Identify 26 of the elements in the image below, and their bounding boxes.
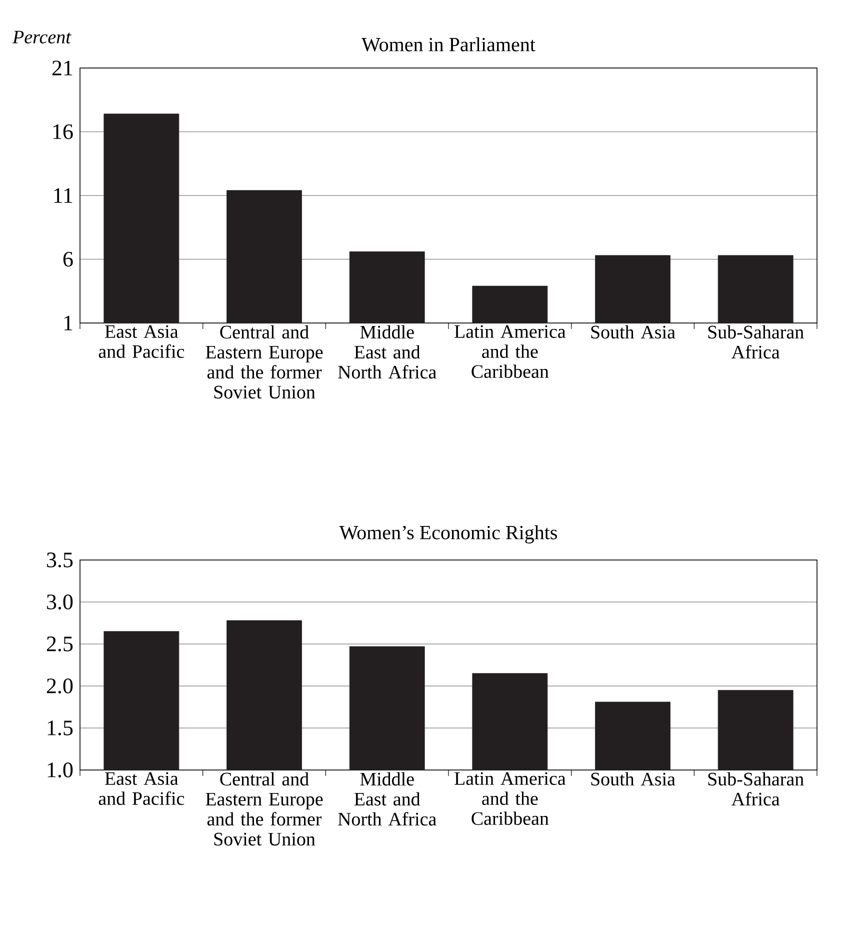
y-tick-label: 1 <box>64 316 72 330</box>
y-tick-label: 16 <box>53 124 73 140</box>
y-tick-label: 3.0 <box>47 594 73 610</box>
y-tick-label: 3.5 <box>47 552 73 568</box>
x-tick-label: Central and Eastern Europe and the former Soviet Union <box>206 772 323 846</box>
y-axis-title: Percent <box>12 30 72 44</box>
y-tick-label: 2.5 <box>46 636 73 652</box>
x-tick-label: East Asia and Pacific <box>98 772 184 805</box>
x-tick-label: East Asia and Pacific <box>98 325 184 358</box>
y-tick-label: 11 <box>54 188 72 203</box>
x-tick-label: Sub-Saharan Africa <box>708 772 804 806</box>
x-tick-label: Middle East and North Africa <box>338 325 436 379</box>
x-tick-label: South Asia <box>591 325 676 339</box>
y-tick-label: 1.5 <box>48 720 73 736</box>
y-tick-label: 1.0 <box>48 762 73 778</box>
y-tick-label: 21 <box>52 60 72 76</box>
chart-title: Women’s Economic Rights <box>339 525 557 544</box>
x-tick-label: Latin America and the Caribbean <box>454 772 566 825</box>
x-tick-label: Sub-Saharan Africa <box>708 325 804 359</box>
y-tick-label: 6 <box>63 252 73 267</box>
y-tick-label: 2.0 <box>46 678 73 694</box>
x-tick-label: Central and Eastern Europe and the former Soviet Union <box>206 325 323 399</box>
chart-title: Women in Parliament <box>362 37 536 52</box>
x-tick-label: Latin America and the Caribbean <box>454 325 566 378</box>
x-tick-label: Middle East and North Africa <box>338 772 436 826</box>
x-tick-label: South Asia <box>591 772 676 786</box>
